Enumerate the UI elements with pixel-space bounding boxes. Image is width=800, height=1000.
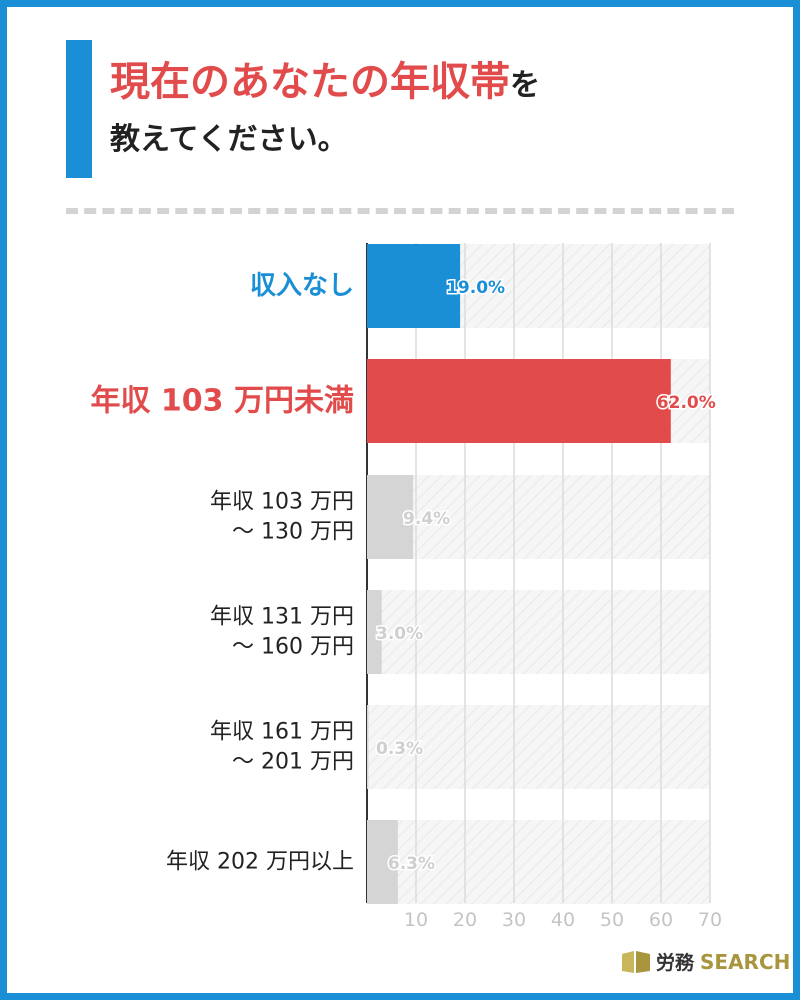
title-accent-bar <box>66 40 92 178</box>
logo-en: SEARCH <box>700 949 791 974</box>
x-tick-label: 50 <box>600 909 624 931</box>
brand-logo: 労務 SEARCH <box>622 948 790 975</box>
category-label: 収入なし <box>250 271 354 301</box>
value-label: 19.0% <box>446 278 505 298</box>
category-label: 年収 161 万円 <box>210 720 354 745</box>
title-particle: を <box>510 68 540 103</box>
row-background <box>367 820 710 904</box>
book-icon <box>622 950 650 973</box>
value-label: 3.0% <box>376 624 423 644</box>
x-tick-label: 70 <box>698 909 722 931</box>
value-label: 6.3% <box>388 854 435 874</box>
row-background <box>367 705 710 789</box>
bar <box>367 359 671 443</box>
bar <box>367 475 414 559</box>
category-label: 年収 103 万円 <box>210 490 354 515</box>
x-tick-label: 40 <box>551 909 575 931</box>
x-tick-label: 60 <box>649 909 673 931</box>
value-label: 0.3% <box>376 739 423 759</box>
category-label: ～ 130 万円 <box>232 520 354 545</box>
category-label: 年収 202 万円以上 <box>166 850 354 875</box>
category-label: 年収 131 万円 <box>210 605 354 630</box>
dashed-divider <box>66 208 734 214</box>
bar <box>367 590 382 674</box>
page-title: 現在のあなたの年収帯を <box>110 58 540 110</box>
title-highlight: 現在のあなたの年収帯 <box>110 59 510 105</box>
x-tick-label: 10 <box>404 909 428 931</box>
x-tick-label: 20 <box>453 909 477 931</box>
bar <box>367 820 398 904</box>
value-label: 62.0% <box>657 393 716 413</box>
logo-jp: 労務 <box>656 952 695 974</box>
bar <box>367 244 461 328</box>
x-tick-label: 30 <box>502 909 526 931</box>
page-subtitle: 教えてください。 <box>110 122 348 157</box>
value-label: 9.4% <box>403 509 450 529</box>
row-background <box>367 475 710 559</box>
category-label: ～ 160 万円 <box>232 635 354 660</box>
row-background <box>367 590 710 674</box>
category-label: 年収 103 万円未満 <box>90 384 354 419</box>
bar <box>367 705 369 789</box>
category-label: ～ 201 万円 <box>232 750 354 775</box>
